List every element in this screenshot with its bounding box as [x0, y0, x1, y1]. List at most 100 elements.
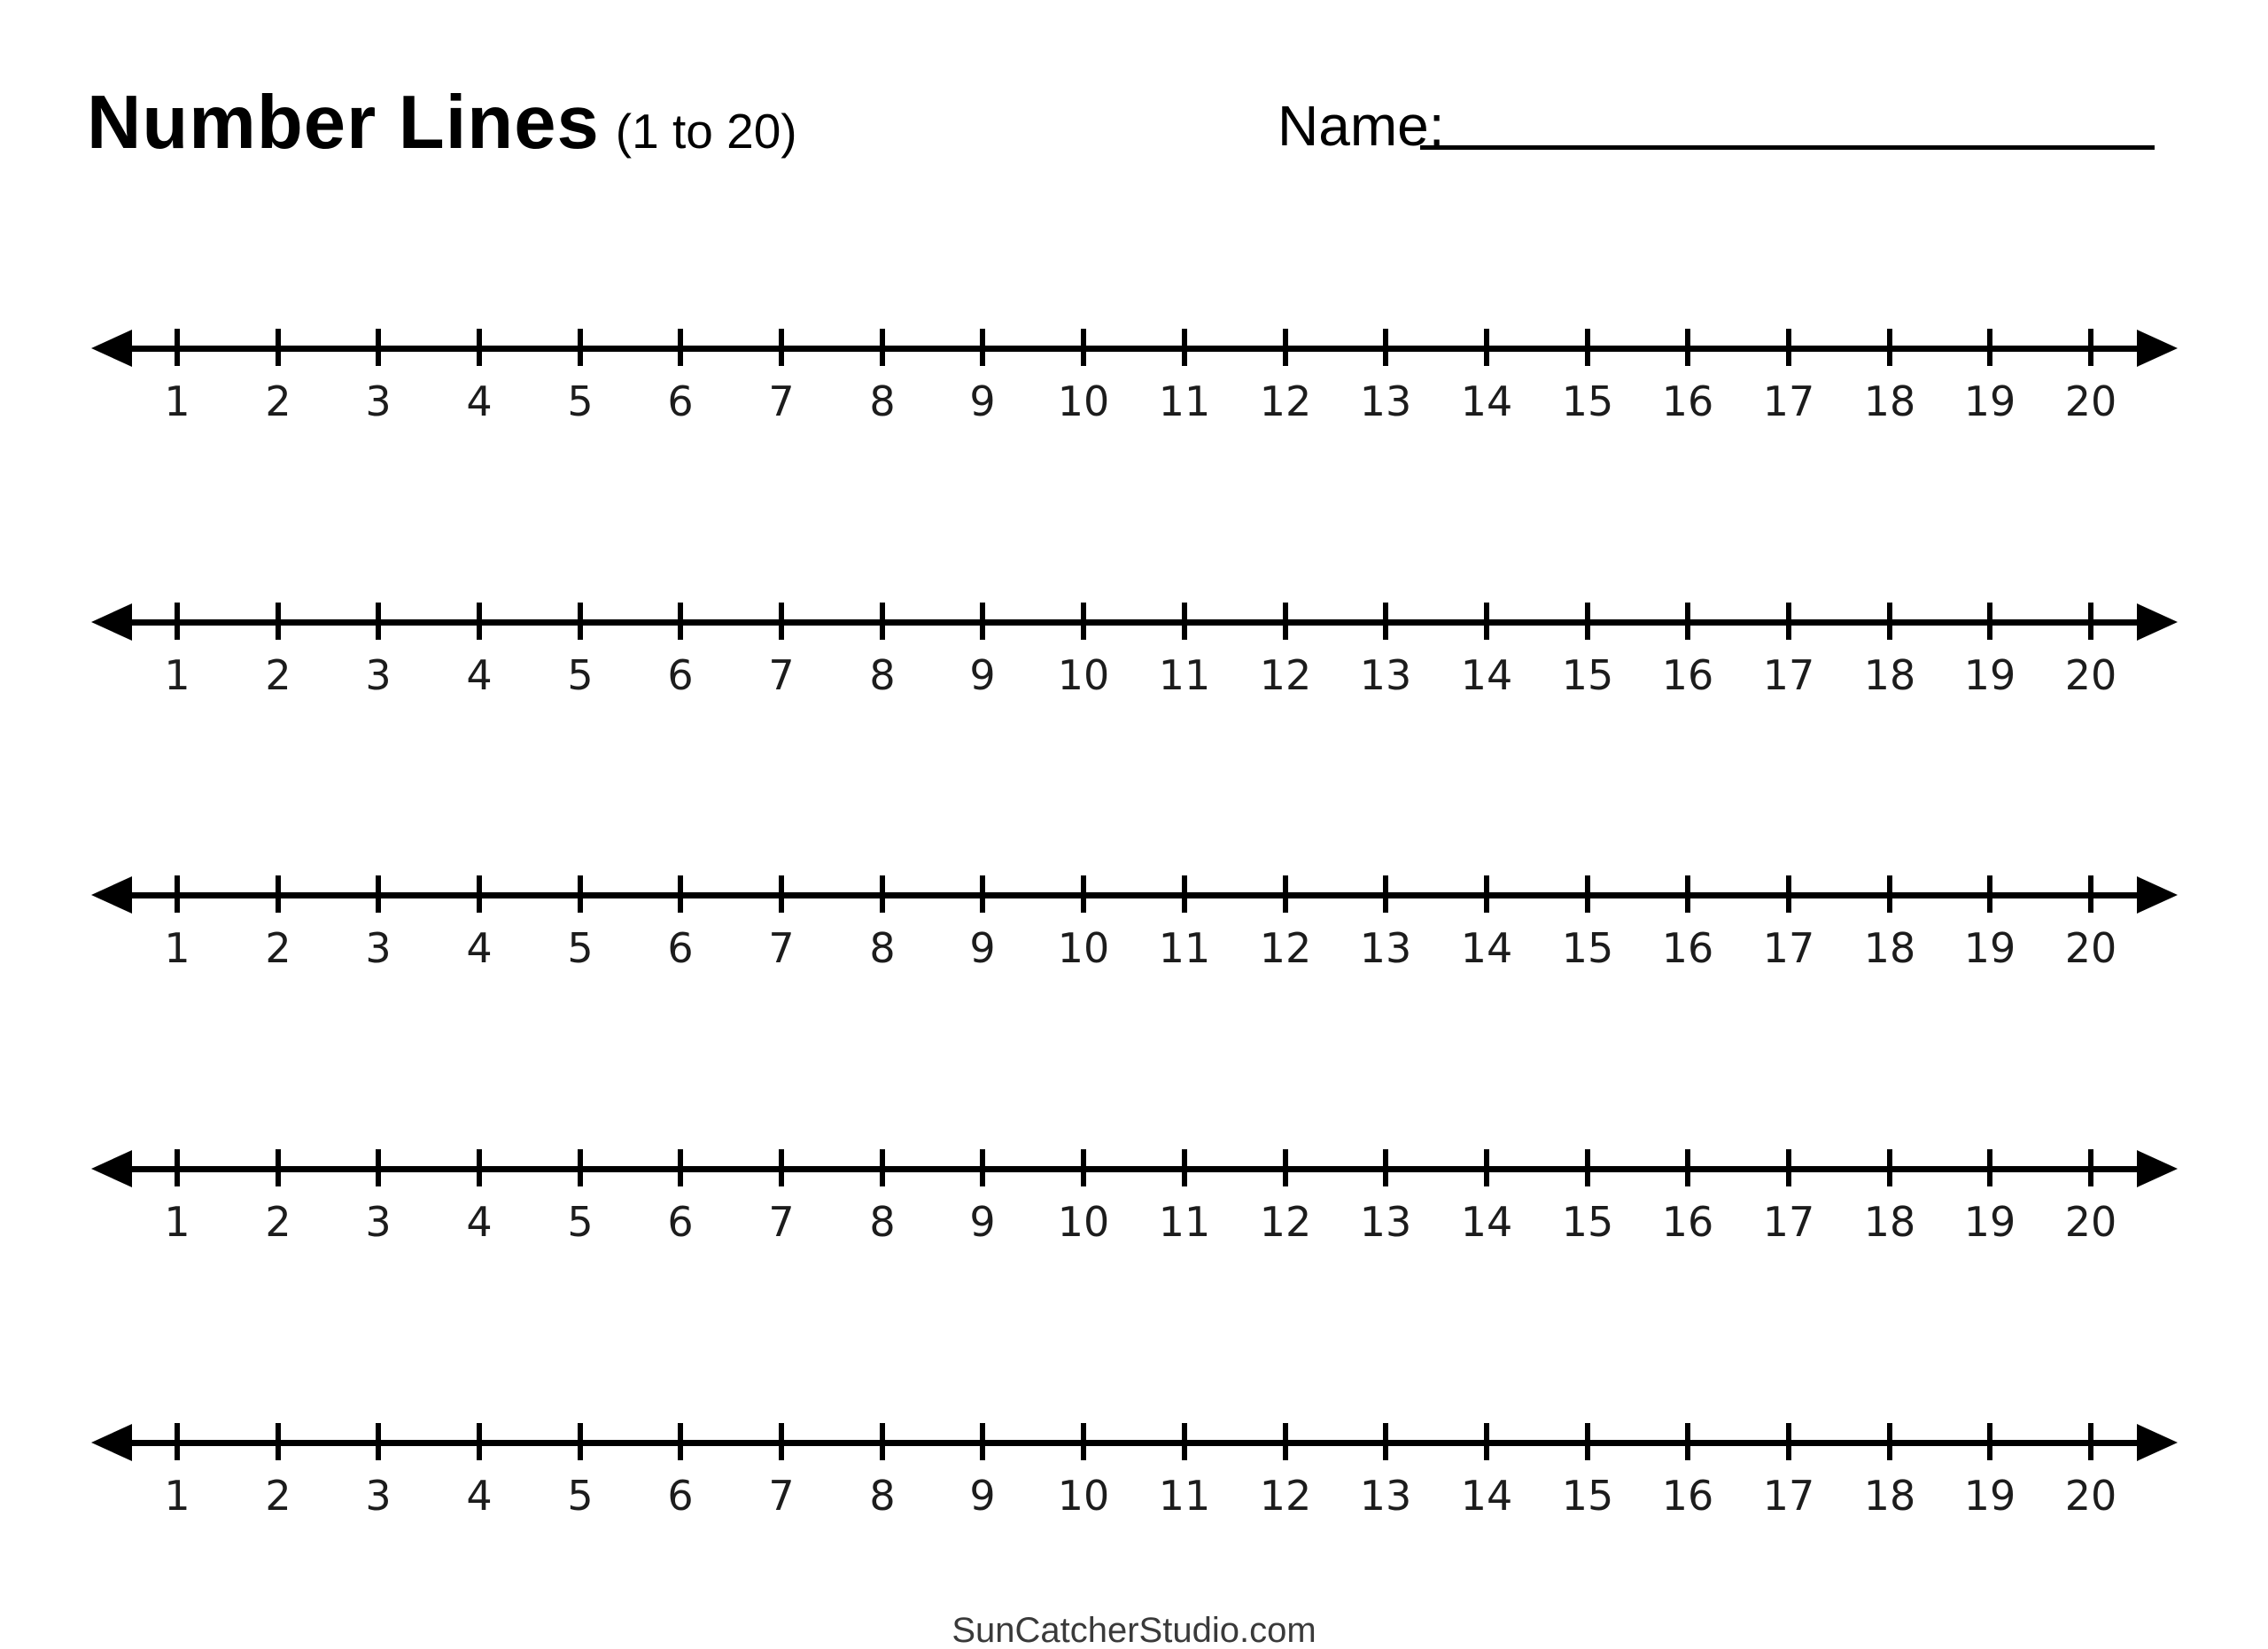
- tick-mark: [678, 329, 683, 366]
- tick-mark: [175, 603, 180, 640]
- tick-mark: [1383, 329, 1388, 366]
- tick-mark: [2088, 1149, 2093, 1186]
- tick-label: 2: [265, 1472, 291, 1520]
- tick-label: 1: [164, 651, 190, 699]
- tick-mark: [175, 1149, 180, 1186]
- tick-mark: [1585, 603, 1590, 640]
- tick-mark: [376, 603, 381, 640]
- tick-label: 10: [1057, 377, 1110, 425]
- tick-label: 9: [969, 924, 996, 972]
- tick-mark: [1484, 875, 1489, 913]
- tick-label: 6: [667, 1472, 694, 1520]
- tick-label: 9: [969, 1472, 996, 1520]
- tick-label: 11: [1158, 1472, 1211, 1520]
- tick-mark: [276, 1149, 281, 1186]
- tick-label: 15: [1561, 377, 1614, 425]
- tick-label: 1: [164, 924, 190, 972]
- tick-label: 11: [1158, 651, 1211, 699]
- tick-label: 20: [2064, 1472, 2117, 1520]
- tick-label: 9: [969, 651, 996, 699]
- tick-mark: [880, 1149, 885, 1186]
- tick-mark: [175, 329, 180, 366]
- tick-mark: [779, 603, 784, 640]
- tick-label: 8: [869, 1198, 896, 1246]
- tick-label: 10: [1057, 651, 1110, 699]
- footer-credit: SunCatcherStudio.com: [951, 1611, 1317, 1649]
- tick-mark: [578, 329, 583, 366]
- tick-mark: [1685, 329, 1690, 366]
- arrow-right-icon: [2137, 876, 2178, 914]
- tick-mark: [1383, 603, 1388, 640]
- footer: SunCatcherStudio.com: [0, 1611, 2268, 1649]
- tick-mark: [678, 1149, 683, 1186]
- tick-mark: [376, 1423, 381, 1460]
- tick-mark: [779, 1423, 784, 1460]
- tick-label: 3: [365, 1198, 392, 1246]
- tick-mark: [578, 603, 583, 640]
- tick-mark: [1987, 875, 1992, 913]
- tick-label: 17: [1762, 1472, 1815, 1520]
- tick-mark: [880, 329, 885, 366]
- tick-mark: [1484, 1423, 1489, 1460]
- tick-mark: [980, 329, 985, 366]
- tick-label: 18: [1863, 924, 1916, 972]
- tick-label: 13: [1359, 924, 1412, 972]
- tick-mark: [1081, 329, 1086, 366]
- tick-label: 14: [1460, 1198, 1513, 1246]
- tick-label: 20: [2064, 924, 2117, 972]
- arrow-right-icon: [2137, 1150, 2178, 1187]
- tick-label: 14: [1460, 924, 1513, 972]
- tick-mark: [980, 1149, 985, 1186]
- tick-mark: [880, 603, 885, 640]
- tick-mark: [1283, 1423, 1288, 1460]
- tick-label: 1: [164, 377, 190, 425]
- tick-mark: [376, 875, 381, 913]
- tick-mark: [276, 875, 281, 913]
- tick-label: 10: [1057, 1472, 1110, 1520]
- tick-mark: [1283, 1149, 1288, 1186]
- tick-mark: [1283, 329, 1288, 366]
- tick-label: 20: [2064, 377, 2117, 425]
- tick-label: 8: [869, 924, 896, 972]
- tick-mark: [477, 1149, 482, 1186]
- arrow-left-icon: [91, 603, 132, 641]
- tick-label: 11: [1158, 1198, 1211, 1246]
- tick-label: 19: [1963, 1472, 2016, 1520]
- number-line-row: 1 2 3 4 5 6 7 8 9 10 11 12 13 14 15 16 17 18 19 20: [0, 1098, 2268, 1257]
- tick-label: 2: [265, 377, 291, 425]
- tick-mark: [779, 875, 784, 913]
- tick-mark: [1484, 329, 1489, 366]
- tick-label: 2: [265, 924, 291, 972]
- tick-mark: [1383, 1149, 1388, 1186]
- tick-mark: [1081, 1149, 1086, 1186]
- number-line-row: 1 2 3 4 5 6 7 8 9 10 11 12 13 14 15 16 17 18 19 20: [0, 824, 2268, 984]
- tick-mark: [1484, 603, 1489, 640]
- tick-mark: [1987, 329, 1992, 366]
- tick-mark: [1585, 1149, 1590, 1186]
- tick-mark: [2088, 1423, 2093, 1460]
- tick-mark: [980, 875, 985, 913]
- tick-label: 5: [567, 1198, 594, 1246]
- tick-label: 17: [1762, 924, 1815, 972]
- tick-label: 16: [1661, 1472, 1714, 1520]
- name-blank-line: [1420, 145, 2155, 150]
- tick-label: 13: [1359, 651, 1412, 699]
- tick-mark: [1283, 875, 1288, 913]
- tick-mark: [1685, 603, 1690, 640]
- tick-mark: [578, 1149, 583, 1186]
- tick-mark: [1887, 329, 1892, 366]
- tick-label: 17: [1762, 377, 1815, 425]
- tick-label: 19: [1963, 1198, 2016, 1246]
- tick-label: 15: [1561, 1198, 1614, 1246]
- tick-mark: [1182, 603, 1187, 640]
- tick-mark: [1585, 875, 1590, 913]
- tick-mark: [376, 329, 381, 366]
- tick-label: 11: [1158, 377, 1211, 425]
- arrow-right-icon: [2137, 603, 2178, 641]
- arrow-left-icon: [91, 330, 132, 367]
- tick-label: 6: [667, 377, 694, 425]
- tick-mark: [1685, 1149, 1690, 1186]
- tick-mark: [1081, 875, 1086, 913]
- tick-label: 19: [1963, 377, 2016, 425]
- tick-label: 19: [1963, 924, 2016, 972]
